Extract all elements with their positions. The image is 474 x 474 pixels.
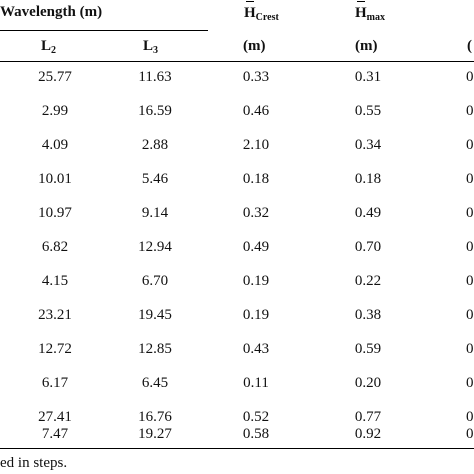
cell-h-max: 0.22 <box>354 273 382 289</box>
group-underline <box>0 30 208 31</box>
col-header-l3: L3 <box>143 38 159 56</box>
unit-h-max: (m) <box>355 38 378 54</box>
cell-l3: 16.59 <box>138 103 172 119</box>
cell-next: 0 <box>466 137 474 153</box>
unit-h-crest: (m) <box>243 38 266 54</box>
cell-l2: 2.99 <box>41 103 69 119</box>
cell-l2: 12.72 <box>38 341 72 357</box>
cell-l2: 6.82 <box>41 239 69 255</box>
cell-l2: 7.47 <box>41 426 69 442</box>
cell-h-crest: 0.32 <box>242 205 270 221</box>
cell-next: 0 <box>466 341 474 357</box>
cell-h-max: 0.38 <box>354 307 382 323</box>
cell-next: 0 <box>466 171 474 187</box>
cell-h-crest: 0.19 <box>242 307 270 323</box>
cell-h-crest: 0.46 <box>242 103 270 119</box>
cell-h-max: 0.92 <box>354 426 382 442</box>
cell-l2: 27.41 <box>38 409 72 425</box>
col-header-h-max: Hmax <box>355 1 386 23</box>
cell-l3: 16.76 <box>138 409 172 425</box>
cell-l3: 6.45 <box>141 375 169 391</box>
cell-h-max: 0.18 <box>354 171 382 187</box>
cell-l3: 19.27 <box>138 426 172 442</box>
cell-h-max: 0.59 <box>354 341 382 357</box>
cell-l3: 12.85 <box>138 341 172 357</box>
table-bottom-rule <box>0 448 474 449</box>
cell-h-crest: 2.10 <box>242 137 270 153</box>
cell-h-max: 0.70 <box>354 239 382 255</box>
cell-l3: 12.94 <box>138 239 172 255</box>
cell-l3: 6.70 <box>141 273 169 289</box>
cell-h-max: 0.31 <box>354 69 382 85</box>
cell-next: 0 <box>466 426 474 442</box>
cell-l2: 10.01 <box>38 171 72 187</box>
cell-next: 0 <box>466 307 474 323</box>
cell-l3: 2.88 <box>141 137 169 153</box>
cell-l2: 4.15 <box>41 273 69 289</box>
cell-l2: 10.97 <box>38 205 72 221</box>
cell-next: 0 <box>466 69 474 85</box>
cell-next: 0 <box>466 409 474 425</box>
cell-next: 0 <box>466 273 474 289</box>
cell-l3: 9.14 <box>141 205 169 221</box>
header-underline <box>0 61 474 62</box>
h-max-symbol: H <box>355 1 367 21</box>
cell-h-crest: 0.52 <box>242 409 270 425</box>
cell-next: 0 <box>466 205 474 221</box>
footnote: ed in steps. <box>0 455 68 471</box>
cell-h-max: 0.55 <box>354 103 382 119</box>
cell-h-crest: 0.43 <box>242 341 270 357</box>
h-crest-subscript: Crest <box>255 12 279 23</box>
cell-l3: 5.46 <box>141 171 169 187</box>
cell-h-crest: 0.18 <box>242 171 270 187</box>
h-max-subscript: max <box>366 12 386 23</box>
cell-l2: 23.21 <box>38 307 72 323</box>
cell-h-crest: 0.33 <box>242 69 270 85</box>
cell-h-max: 0.20 <box>354 375 382 391</box>
unit-next-column: ( <box>467 38 472 54</box>
group-header-wavelength: Wavelength (m) <box>0 4 103 20</box>
cell-l2: 25.77 <box>38 69 72 85</box>
cell-h-max: 0.49 <box>354 205 382 221</box>
cell-next: 0 <box>466 103 474 119</box>
cell-l3: 11.63 <box>138 69 172 85</box>
col-header-l2: L2 <box>41 38 57 56</box>
col-header-h-crest: HCrest <box>244 1 279 23</box>
cell-h-max: 0.34 <box>354 137 382 153</box>
cell-h-crest: 0.11 <box>243 375 269 391</box>
cell-next: 0 <box>466 375 474 391</box>
cell-h-crest: 0.19 <box>242 273 270 289</box>
cell-l2: 6.17 <box>41 375 69 391</box>
h-crest-symbol: H <box>244 1 256 21</box>
cell-l2: 4.09 <box>41 137 69 153</box>
cell-next: 0 <box>466 239 474 255</box>
cell-l3: 19.45 <box>138 307 172 323</box>
cell-h-max: 0.77 <box>354 409 382 425</box>
cell-h-crest: 0.58 <box>242 426 270 442</box>
cell-h-crest: 0.49 <box>242 239 270 255</box>
